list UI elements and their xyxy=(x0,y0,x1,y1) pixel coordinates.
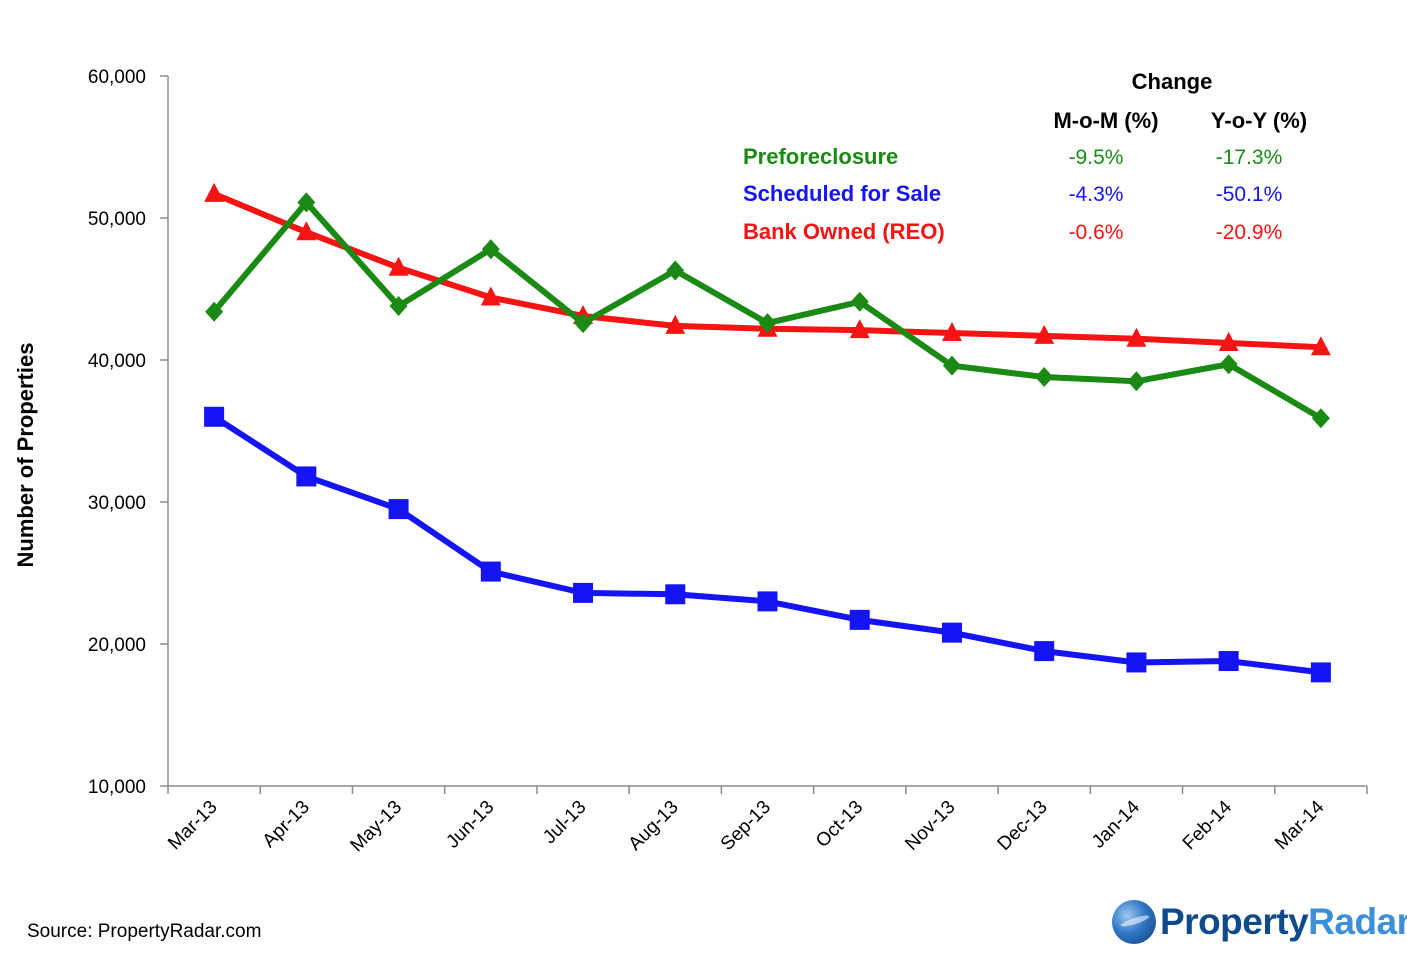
data-point-diamond xyxy=(942,355,961,376)
data-point-triangle xyxy=(1034,324,1055,344)
data-point-diamond xyxy=(758,313,777,334)
data-point-diamond xyxy=(574,313,593,334)
data-point-square xyxy=(1218,651,1239,672)
logo-text-property: Property xyxy=(1160,901,1309,942)
data-point-square xyxy=(941,622,962,643)
x-tick-label: Oct-13 xyxy=(812,797,867,852)
change-table-col-yoy: Y-o-Y (%) xyxy=(1211,108,1307,133)
propertyradar-logo: PropertyRadar® xyxy=(1112,898,1407,946)
axes xyxy=(167,76,1367,787)
data-point-square xyxy=(1034,641,1055,662)
y-tick-label: 30,000 xyxy=(88,493,146,514)
data-point-diamond xyxy=(850,291,869,312)
x-tick-label: Jun-13 xyxy=(442,797,498,853)
change-row-mom-scheduled: -4.3% xyxy=(1069,183,1124,206)
data-point-square xyxy=(480,561,501,582)
data-point-triangle xyxy=(296,221,317,241)
x-tick-label: May-13 xyxy=(346,797,406,857)
x-axis-ticks: Mar-13 Apr-13 May-13 Jun-13 Jul-13 Aug-13 Sep-… xyxy=(164,786,1368,857)
data-point-diamond xyxy=(1035,367,1054,388)
data-point-square xyxy=(573,582,594,603)
data-point-diamond xyxy=(1127,371,1146,392)
change-table-title: Change xyxy=(1132,69,1213,94)
data-point-triangle xyxy=(388,256,409,276)
series-scheduled-for-sale xyxy=(204,406,1331,683)
x-tick-label: Jul-13 xyxy=(539,797,590,848)
y-axis-title: Number of Properties xyxy=(13,343,38,568)
data-point-triangle xyxy=(1126,327,1147,347)
y-tick-label: 40,000 xyxy=(88,351,146,372)
y-tick-label: 20,000 xyxy=(88,635,146,656)
data-point-diamond xyxy=(666,260,685,281)
x-tick-label: Nov-13 xyxy=(901,797,959,855)
x-tick-label: Sep-13 xyxy=(717,797,775,855)
y-axis-ticks: 10,000 20,000 30,000 40,000 50,000 60,000 xyxy=(88,67,168,798)
data-point-square xyxy=(849,609,870,630)
data-point-diamond xyxy=(481,239,500,260)
x-tick-label: Dec-13 xyxy=(994,797,1052,855)
data-point-diamond xyxy=(389,296,408,317)
data-point-triangle xyxy=(480,286,501,306)
series-preforeclosure xyxy=(205,192,1330,429)
data-point-diamond xyxy=(297,192,316,213)
change-row-name-preforeclosure: Preforeclosure xyxy=(743,144,898,169)
data-point-square xyxy=(1310,662,1331,683)
data-point-triangle xyxy=(849,319,870,339)
series-line-scheduled-for-sale xyxy=(211,413,1324,676)
data-point-square xyxy=(665,584,686,605)
data-point-triangle xyxy=(941,322,962,342)
y-tick-label: 10,000 xyxy=(88,777,146,798)
change-table: Change M-o-M (%) Y-o-Y (%) Preforeclosur… xyxy=(743,69,1307,244)
data-point-square xyxy=(388,499,409,520)
logo-wordmark: PropertyRadar® xyxy=(1160,901,1407,943)
series-group xyxy=(204,182,1331,683)
data-point-square xyxy=(757,591,778,612)
logo-text-radar: Radar xyxy=(1308,901,1407,942)
change-row-name-reo: Bank Owned (REO) xyxy=(743,219,945,244)
x-tick-label: Aug-13 xyxy=(625,797,683,855)
data-point-triangle xyxy=(665,314,686,334)
change-row-mom-preforeclosure: -9.5% xyxy=(1069,146,1124,169)
data-point-square xyxy=(296,466,317,487)
y-tick-label: 60,000 xyxy=(88,67,146,88)
change-row-name-scheduled: Scheduled for Sale xyxy=(743,181,941,206)
x-tick-label: Mar-14 xyxy=(1271,796,1329,854)
source-note: Source: PropertyRadar.com xyxy=(27,921,262,942)
x-tick-label: Apr-13 xyxy=(259,797,314,852)
data-point-triangle xyxy=(1310,336,1331,356)
change-row-mom-reo: -0.6% xyxy=(1069,221,1124,244)
change-row-yoy-reo: -20.9% xyxy=(1216,221,1283,244)
x-tick-label: Jan-14 xyxy=(1088,796,1144,852)
data-point-triangle xyxy=(204,182,225,202)
data-point-diamond xyxy=(1311,408,1330,429)
data-point-square xyxy=(1126,652,1147,673)
x-tick-label: Feb-14 xyxy=(1179,796,1237,854)
change-row-yoy-scheduled: -50.1% xyxy=(1216,183,1283,206)
y-tick-label: 50,000 xyxy=(88,209,146,230)
globe-icon xyxy=(1112,900,1156,944)
change-table-col-mom: M-o-M (%) xyxy=(1053,108,1158,133)
data-point-diamond xyxy=(205,301,224,322)
data-point-diamond xyxy=(1219,354,1238,375)
change-row-yoy-preforeclosure: -17.3% xyxy=(1216,146,1283,169)
data-point-triangle xyxy=(1218,331,1239,351)
x-tick-label: Mar-13 xyxy=(164,797,221,854)
data-point-square xyxy=(204,406,225,427)
